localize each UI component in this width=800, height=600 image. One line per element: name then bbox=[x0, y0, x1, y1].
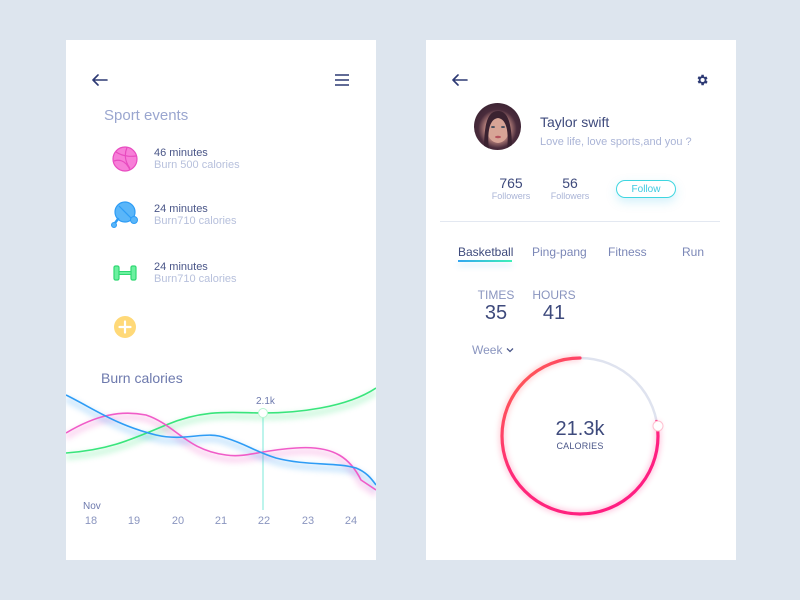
active-tab-indicator bbox=[458, 260, 512, 262]
event-item-basketball[interactable]: 46 minutes Burn 500 calories bbox=[110, 144, 240, 174]
event-calories: Burn710 calories bbox=[154, 273, 237, 285]
calories-value: 21.3 bbox=[555, 418, 595, 440]
event-calories: Burn 500 calories bbox=[154, 159, 240, 171]
menu-button[interactable] bbox=[332, 70, 352, 90]
event-duration: 24 minutes bbox=[154, 203, 208, 215]
kpi-value: 35 bbox=[484, 302, 508, 324]
tab-fitness[interactable]: Fitness bbox=[608, 245, 647, 259]
event-duration: 46 minutes bbox=[154, 147, 208, 159]
x-tick: 19 bbox=[127, 515, 141, 527]
highlight-point bbox=[258, 408, 268, 418]
tab-basketball[interactable]: Basketball bbox=[458, 245, 514, 259]
calories-ring bbox=[499, 355, 664, 517]
highlight-value: 2.1k bbox=[256, 396, 275, 407]
x-tick: 20 bbox=[171, 515, 185, 527]
series-line-basketball bbox=[66, 412, 376, 491]
profile-name: Taylor swift bbox=[540, 114, 610, 130]
chevron-down-icon bbox=[507, 348, 514, 353]
ping-pong-icon bbox=[110, 200, 140, 230]
ring-progress bbox=[500, 356, 660, 516]
profile-bio: Love life, love sports,and you ? bbox=[540, 136, 692, 148]
series-line-fitness bbox=[66, 387, 376, 454]
arrow-left-icon bbox=[452, 74, 468, 86]
avatar[interactable] bbox=[474, 103, 521, 150]
x-tick: 21 bbox=[214, 515, 228, 527]
stat-followers[interactable]: 765 Followers bbox=[488, 175, 534, 201]
calories-label: CALORIES bbox=[556, 441, 604, 451]
add-event-button[interactable] bbox=[113, 315, 137, 339]
kpi-times: TIMES 35 bbox=[476, 288, 516, 325]
settings-button[interactable] bbox=[692, 70, 712, 90]
series-line-ping-pang bbox=[66, 394, 376, 486]
divider bbox=[440, 221, 720, 222]
stat-value: 56 bbox=[562, 175, 578, 191]
kpi-value: 41 bbox=[542, 302, 566, 324]
sport-events-card: Sport events 46 minutes Burn 500 calorie… bbox=[66, 40, 376, 560]
hamburger-menu-icon bbox=[335, 74, 349, 86]
event-item-fitness[interactable]: 24 minutes Burn710 calories bbox=[110, 258, 237, 288]
follow-button[interactable]: Follow bbox=[616, 180, 676, 198]
kpi-label: TIMES bbox=[477, 288, 515, 302]
calories-unit: k bbox=[594, 418, 605, 440]
kpi-hours: HOURS 41 bbox=[532, 288, 576, 325]
stat-label: Followers bbox=[550, 191, 590, 201]
tab-run[interactable]: Run bbox=[682, 245, 705, 259]
kpi-label: HOURS bbox=[532, 288, 576, 302]
ring-handle bbox=[652, 420, 664, 432]
month-label: Nov bbox=[83, 501, 101, 512]
period-value: Week bbox=[472, 343, 503, 357]
stat-value: 765 bbox=[499, 175, 523, 191]
x-tick: 23 bbox=[301, 515, 315, 527]
tab-ping-pang[interactable]: Ping-pang bbox=[532, 245, 587, 259]
burn-calories-chart bbox=[66, 387, 376, 510]
back-button[interactable] bbox=[90, 70, 110, 90]
x-tick: 24 bbox=[344, 515, 358, 527]
event-duration: 24 minutes bbox=[154, 261, 208, 273]
period-dropdown[interactable]: Week bbox=[472, 343, 514, 357]
x-tick: 22 bbox=[257, 515, 271, 527]
basketball-icon bbox=[110, 144, 140, 174]
plus-circle-icon bbox=[114, 316, 136, 338]
gear-icon bbox=[697, 74, 708, 86]
event-calories: Burn710 calories bbox=[154, 215, 237, 227]
stat-following[interactable]: 56 Followers bbox=[547, 175, 593, 201]
chart-title: Burn calories bbox=[101, 370, 183, 386]
arrow-left-icon bbox=[92, 74, 108, 86]
section-title: Sport events bbox=[104, 107, 189, 124]
x-tick: 18 bbox=[84, 515, 98, 527]
event-item-ping-pong[interactable]: 24 minutes Burn710 calories bbox=[110, 200, 237, 230]
stat-label: Followers bbox=[491, 191, 531, 201]
back-button[interactable] bbox=[450, 70, 470, 90]
dumbbell-icon bbox=[110, 258, 140, 288]
ring-center: 21.3k CALORIES bbox=[500, 418, 660, 451]
profile-card: Taylor swift Love life, love sports,and … bbox=[426, 40, 736, 560]
profile-photo bbox=[484, 111, 512, 150]
